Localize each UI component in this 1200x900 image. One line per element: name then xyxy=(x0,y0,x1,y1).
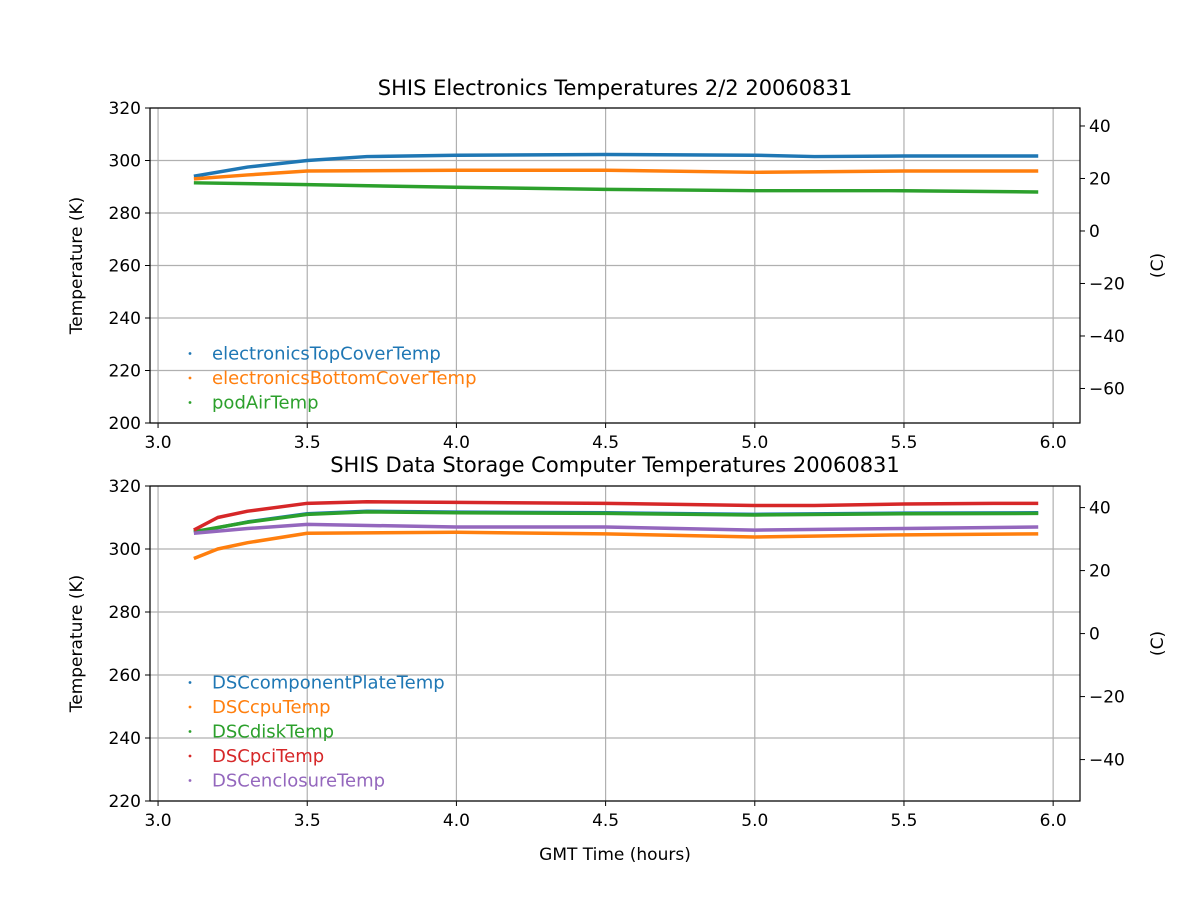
x-tick-label: 3.0 xyxy=(145,433,172,453)
chart-title: SHIS Data Storage Computer Temperatures … xyxy=(330,453,900,477)
y2-tick-label: 0 xyxy=(1089,222,1100,242)
y2-tick-label: 40 xyxy=(1089,117,1111,137)
y-tick-label: 240 xyxy=(109,729,141,749)
y2-tick-label: 40 xyxy=(1089,499,1111,519)
y2-tick-label: −40 xyxy=(1089,751,1125,771)
series-line-DSCenclosureTemp xyxy=(193,522,1039,535)
y2-tick-label: −40 xyxy=(1089,327,1125,347)
x-tick-label: 3.5 xyxy=(294,811,321,831)
y2-tick-label: 20 xyxy=(1089,562,1111,582)
y-tick-label: 220 xyxy=(109,362,141,382)
y2-tick-label: −60 xyxy=(1089,379,1125,399)
x-tick-label: 6.0 xyxy=(1040,811,1067,831)
series-line-electronicsTopCoverTemp xyxy=(193,152,1039,178)
x-tick-label: 3.5 xyxy=(294,433,321,453)
y-tick-label: 320 xyxy=(109,99,141,119)
y-tick-label: 220 xyxy=(109,792,141,812)
y-tick-label: 260 xyxy=(109,257,141,277)
plot-frame xyxy=(149,485,1081,802)
legend-marker xyxy=(188,705,192,709)
y2-tick-label: −20 xyxy=(1089,274,1125,294)
legend-marker xyxy=(188,401,192,404)
x-tick-label: 3.0 xyxy=(145,811,172,831)
x-tick-label: 4.0 xyxy=(443,433,470,453)
series-line-DSCcpuTemp xyxy=(193,530,1039,561)
legend-entry: electronicsBottomCoverTemp xyxy=(212,368,477,389)
x-tick-label: 4.0 xyxy=(443,811,470,831)
x-tick-label: 4.5 xyxy=(592,433,619,453)
legend-marker xyxy=(188,376,192,380)
y-tick-label: 280 xyxy=(109,204,141,224)
y-tick-label: 200 xyxy=(109,414,141,434)
series-line-DSCpciTemp xyxy=(193,500,1039,532)
subplot-2: 3.0 3.5 4.0 4.5 5.0 5.5 6.0 220 240 260 280 300 320 −… xyxy=(67,453,1168,865)
series-line-DSCdiskTemp xyxy=(193,510,1039,534)
series-line-electronicsBottomCoverTemp xyxy=(193,168,1039,181)
legend-entry: DSCenclosureTemp xyxy=(212,771,385,792)
y-axis-label: Temperature (K) xyxy=(67,197,87,336)
y-tick-label: 240 xyxy=(109,309,141,329)
subplot-1: 3.0 3.5 4.0 4.5 5.0 5.5 6.02002202402602803003… xyxy=(67,76,1168,453)
y-tick-label: 300 xyxy=(109,152,141,172)
legend-entry: DSCdiskTemp xyxy=(212,722,334,743)
y2-tick-label: 0 xyxy=(1089,625,1100,645)
legend-entry: DSCcomponentPlateTemp xyxy=(212,673,445,694)
legend-marker xyxy=(188,779,192,782)
x-tick-label: 5.5 xyxy=(890,811,917,831)
x-axis-label: GMT Time (hours) xyxy=(539,845,691,865)
y-tick-label: 320 xyxy=(109,477,141,497)
x-tick-label: 6.0 xyxy=(1040,433,1067,453)
y-tick-label: 280 xyxy=(109,603,141,623)
legend-entry: DSCpciTemp xyxy=(212,746,324,767)
series-line-podAirTemp xyxy=(193,181,1039,194)
legend-marker xyxy=(188,681,192,684)
x-tick-label: 5.5 xyxy=(890,433,917,453)
chart-title: SHIS Electronics Temperatures 2/2 200608… xyxy=(378,76,852,100)
legend-marker xyxy=(188,352,192,355)
y2-tick-label: 20 xyxy=(1089,169,1111,189)
x-tick-label: 5.0 xyxy=(741,811,768,831)
legend-entry: electronicsTopCoverTemp xyxy=(212,344,441,365)
legend-marker xyxy=(188,730,192,733)
y-tick-label: 260 xyxy=(109,666,141,686)
y2-axis-label: (C) xyxy=(1148,631,1168,656)
y-tick-label: 300 xyxy=(109,540,141,560)
y2-axis-label: (C) xyxy=(1148,253,1168,278)
plot-frame xyxy=(149,107,1081,424)
x-tick-label: 5.0 xyxy=(741,433,768,453)
legend-entry: DSCcpuTemp xyxy=(212,697,331,718)
y-axis-label: Temperature (K) xyxy=(67,575,87,714)
y2-tick-label: −20 xyxy=(1089,688,1125,708)
legend-entry: podAirTemp xyxy=(212,393,319,414)
legend-marker xyxy=(188,754,192,758)
x-tick-label: 4.5 xyxy=(592,811,619,831)
